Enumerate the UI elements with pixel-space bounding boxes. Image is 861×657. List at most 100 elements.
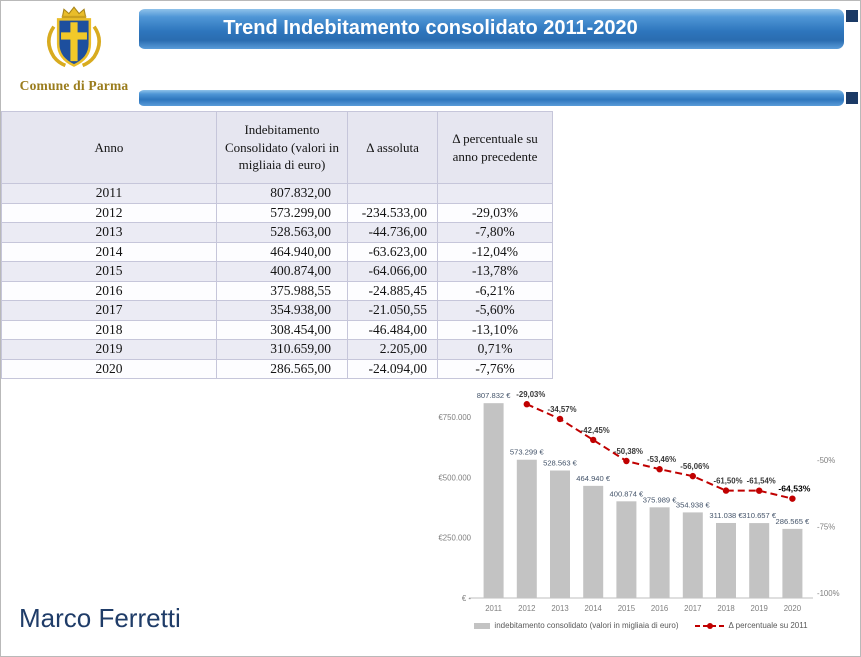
table-cell: -24.094,00: [347, 358, 438, 379]
legend-item: indebitamento consolidato (valori in mig…: [474, 621, 679, 630]
table-cell: 354.938,00: [216, 300, 348, 321]
bar-label: 311.038 €: [709, 511, 743, 520]
line-label: -42,45%: [581, 426, 610, 435]
bar-label: 807.832 €: [477, 391, 512, 400]
table-cell: -44.736,00: [347, 222, 438, 243]
bar: [682, 512, 703, 598]
line-label: -61,50%: [713, 477, 742, 486]
table-cell: -7,80%: [437, 222, 553, 243]
right-axis-tick: -100%: [817, 589, 840, 598]
line-label: -50,38%: [614, 447, 643, 456]
table-cell: 2012: [1, 202, 217, 223]
sub-bar-endcap: [846, 92, 858, 104]
table-cell: 308.454,00: [216, 319, 348, 340]
line-marker: [689, 472, 696, 480]
bar-label: 573.299 €: [510, 448, 545, 457]
left-axis-tick: €750.000: [438, 413, 471, 422]
table-row: 2017 354.938,00 -21.050,55 -5,60%: [1, 300, 553, 321]
table-cell: -5,60%: [437, 300, 553, 321]
line-label: -53,46%: [647, 455, 676, 464]
line-marker: [722, 487, 730, 494]
line-label: -34,57%: [547, 405, 576, 414]
table-cell: -13,10%: [437, 319, 553, 340]
bar: [550, 470, 570, 598]
right-axis-tick: -75%: [817, 523, 835, 532]
line-marker: [789, 495, 796, 502]
table-cell: 2018: [1, 319, 217, 340]
table-cell: 400.874,00: [216, 261, 348, 282]
chart-canvas: €750.000 €500.000 €250.000 € - -50% -75% -100%…: [438, 390, 840, 613]
debt-chart: €750.000 €500.000 €250.000 € - -50% -75% -100%…: [429, 385, 853, 647]
bar-label: 310.657 €: [742, 511, 777, 520]
table-cell: [347, 183, 438, 204]
table-cell: -29,03%: [437, 202, 553, 223]
column-header: Indebitamento Consolidato (valori in mig…: [216, 111, 348, 184]
table-cell: 2017: [1, 300, 217, 321]
left-axis-tick: €500.000: [438, 473, 471, 482]
right-axis-tick: -50%: [817, 456, 835, 465]
line-marker: [590, 436, 597, 444]
table-cell: 375.988,55: [216, 280, 348, 301]
left-axis-tick: € -: [462, 594, 472, 603]
bar: [716, 522, 736, 598]
table-cell: -46.484,00: [347, 319, 438, 340]
table-row: 2011 807.832,00: [1, 183, 553, 204]
author-name: Marco Ferretti: [19, 603, 181, 633]
bar-label: 464.940 €: [576, 474, 611, 483]
table-row: 2019 310.659,00 2.205,00 0,71%: [1, 339, 553, 360]
line-marker: [623, 457, 630, 465]
table-cell: 2016: [1, 280, 217, 301]
x-axis-label: 2019: [751, 604, 768, 613]
debt-table: Anno Indebitamento Consolidato (valori in…: [1, 111, 553, 379]
line-marker: [556, 415, 564, 423]
x-axis-label: 2014: [585, 604, 603, 613]
table-row: 2020 286.565,00 -24.094,00 -7,76%: [1, 358, 553, 379]
line-label: -61,54%: [747, 477, 776, 486]
table-cell: 464.940,00: [216, 241, 348, 262]
bar: [649, 507, 670, 598]
slide-title: Trend Indebitamento consolidato 2011-202…: [223, 17, 638, 39]
table-cell: 2011: [1, 183, 217, 204]
table-cell: 528.563,00: [216, 222, 348, 243]
sub-bar: [138, 90, 844, 106]
table-row: 2012 573.299,00 -234.533,00 -29,03%: [1, 202, 553, 223]
title-bar: [138, 9, 844, 49]
table-cell: -64.066,00: [347, 261, 438, 282]
table-cell: 2014: [1, 241, 217, 262]
table-cell: -6,21%: [437, 280, 553, 301]
bar-label: 400.874 €: [610, 489, 645, 498]
bar-label: 375.989 €: [643, 495, 678, 504]
bar-label: 354.938 €: [676, 500, 711, 509]
bar: [782, 528, 803, 598]
bar: [583, 485, 604, 598]
bar: [616, 501, 637, 598]
table-row: 2014 464.940,00 -63.623,00 -12,04%: [1, 241, 553, 262]
table-cell: 2013: [1, 222, 217, 243]
legend-label: indebitamento consolidato (valori in mig…: [494, 621, 679, 630]
table-cell: -63.623,00: [347, 241, 438, 262]
bar: [749, 523, 770, 598]
line-label: -29,03%: [516, 390, 545, 399]
x-axis-label: 2020: [784, 604, 802, 613]
bar: [483, 403, 504, 598]
legend-label: Δ percentuale su 2011: [728, 621, 808, 630]
chart-legend: indebitamento consolidato (valori in mig…: [429, 621, 853, 630]
table-cell: 286.565,00: [216, 358, 348, 379]
bar-label: 528.563 €: [543, 459, 578, 468]
table-cell: 310.659,00: [216, 339, 348, 360]
table-row: 2016 375.988,55 -24.885,45 -6,21%: [1, 280, 553, 301]
table-cell: 2020: [1, 358, 217, 379]
x-axis-label: 2016: [651, 604, 668, 613]
line-marker: [523, 401, 530, 408]
x-axis-label: 2017: [684, 604, 701, 613]
x-axis-label: 2011: [485, 604, 502, 613]
table-cell: 2015: [1, 261, 217, 282]
table-cell: 2.205,00: [347, 339, 438, 360]
line-marker: [756, 487, 763, 494]
table-cell: [437, 183, 553, 204]
column-header: Δ percentuale su anno precedente: [437, 111, 553, 184]
x-axis-label: 2015: [618, 604, 636, 613]
line-label: -56,06%: [680, 462, 709, 471]
table-cell: 807.832,00: [216, 183, 348, 204]
